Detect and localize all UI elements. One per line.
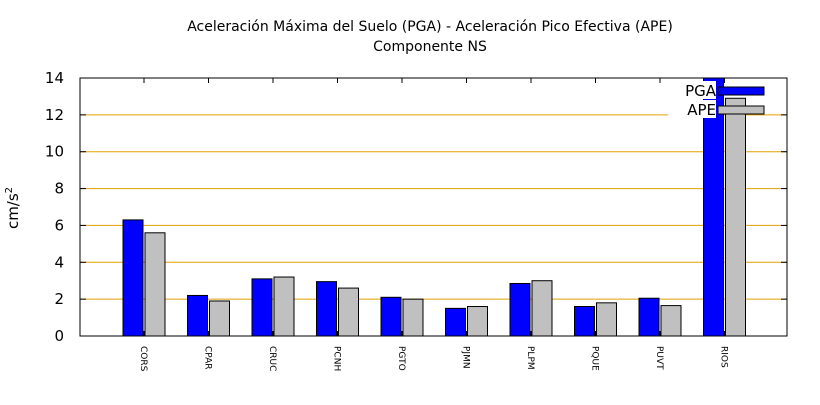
x-tick-label: PGTO	[396, 346, 406, 371]
legend-swatch-ape	[717, 105, 765, 115]
y-tick-label: 14	[45, 69, 64, 87]
legend-label-pga: PGA	[685, 82, 717, 100]
y-tick-label: 6	[54, 216, 64, 234]
legend-swatch-pga	[717, 86, 765, 96]
y-axis-label-unit: cm/s	[4, 193, 22, 229]
x-tick-label: PCNH	[332, 346, 342, 371]
bar-pga-pgto	[380, 296, 402, 337]
legend-bg	[668, 81, 716, 99]
x-tick-label: CORS	[138, 346, 148, 372]
chart-title: Aceleración Máxima del Suelo (PGA) - Ace…	[187, 19, 673, 35]
y-tick-label: 12	[45, 106, 64, 124]
plot-frame	[79, 77, 788, 337]
bar-pga-pcnh	[316, 281, 337, 337]
x-tick-label: PQUE	[590, 346, 600, 371]
y-tick-label: 4	[54, 253, 64, 271]
bar-ape-cruc	[273, 276, 295, 337]
y-tick-label: 8	[54, 180, 64, 198]
x-tick-label: CRUC	[267, 346, 277, 371]
legend-bg	[668, 100, 716, 118]
bar-pga-cpar	[187, 294, 208, 337]
x-tick-label: PLPM	[525, 346, 535, 370]
bar-ape-cpar	[209, 300, 230, 337]
y-tick-label: 0	[54, 327, 64, 345]
bar-pga-cors	[122, 219, 144, 337]
bar-ape-pcnh	[338, 287, 359, 337]
bar-ape-pjmn	[467, 306, 488, 337]
bar-ape-rios	[725, 97, 746, 337]
bar-pga-puvt	[638, 297, 660, 337]
x-tick-label: RIOS	[719, 346, 729, 368]
x-tick-label: PJMN	[461, 346, 471, 369]
x-tick-label: PUVT	[654, 346, 664, 370]
chart-subtitle: Componente NS	[373, 39, 487, 55]
bar-ape-pgto	[402, 298, 424, 337]
y-axis-label: cm/s2	[4, 187, 22, 229]
y-tick-label: 10	[45, 143, 64, 161]
bar-ape-cors	[144, 232, 166, 337]
bar-ape-plpm	[531, 280, 553, 337]
bar-ape-pque	[596, 302, 617, 337]
bar-pga-pque	[574, 306, 595, 337]
y-axis-label-exponent: 2	[4, 187, 15, 193]
bar-ape-puvt	[660, 305, 682, 337]
bar-pga-cruc	[251, 278, 273, 337]
y-tick-label: 2	[54, 290, 64, 308]
x-tick-label: CPAR	[203, 346, 213, 370]
bar-pga-plpm	[509, 282, 531, 337]
bar-pga-pjmn	[445, 307, 466, 337]
bars	[122, 77, 746, 337]
legend-label-ape: APE	[687, 101, 716, 119]
axes: 0 2 4 6 8 10 12 14 CORS CPAR CRUC PCNH PGTO PJMN PLPM P…	[45, 69, 788, 372]
grid	[80, 114, 787, 300]
